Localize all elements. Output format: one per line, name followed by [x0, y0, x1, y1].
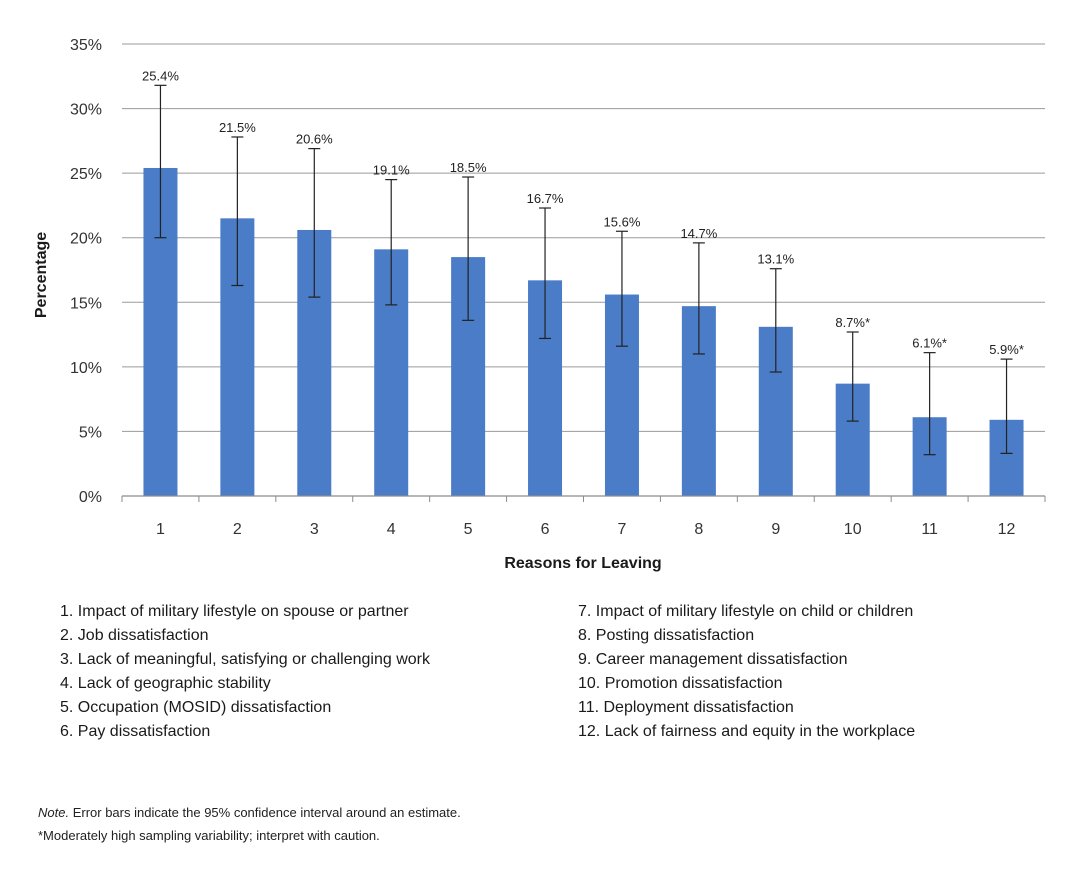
data-label-11: 6.1%* — [912, 336, 947, 351]
data-label-8: 14.7% — [680, 226, 717, 241]
gridlines — [122, 43, 1045, 432]
legend-item: 12. Lack of fairness and equity in the w… — [578, 723, 916, 740]
error-bar-7 — [615, 230, 628, 347]
legend-item: 11. Deployment dissatisfaction — [578, 699, 794, 716]
x-tick-label-10: 10 — [844, 521, 862, 538]
y-axis-ticks: 0% 5% 10% 15% 20% 25% 30% 35% — [70, 37, 102, 506]
data-label-9: 13.1% — [757, 252, 794, 267]
error-bar-2 — [231, 136, 244, 287]
data-label-10: 8.7%* — [835, 315, 870, 330]
data-labels: 25.4% 21.5% 20.6% 19.1% 18.5% 16.7% 15.6% 14.7%… — [142, 68, 1024, 357]
legend-left-column: 1. Impact of military lifestyle on spous… — [60, 600, 430, 744]
legend-item: 6. Pay dissatisfaction — [60, 723, 211, 740]
y-tick-label-5: 5% — [79, 424, 102, 441]
bar-chart: 0%5%10%15%20%25%30%35% 25.4%21.5%20.6%19… — [33, 37, 1046, 572]
x-tick-label-5: 5 — [464, 521, 473, 538]
x-tick-label-7: 7 — [618, 521, 627, 538]
error-bar-4 — [385, 179, 398, 306]
error-bar-5 — [462, 176, 475, 321]
note-text: Error bars indicate the 95% confidence i… — [69, 805, 461, 820]
x-tick-label-8: 8 — [694, 521, 703, 538]
legend-item: 1. Impact of military lifestyle on spous… — [60, 603, 409, 620]
error-bar-12 — [1000, 358, 1013, 454]
y-axis-title: Percentage — [33, 232, 50, 318]
data-label-5: 18.5% — [450, 160, 487, 175]
legend-right-column: 7. Impact of military lifestyle on child… — [578, 600, 915, 744]
legend-item: 9. Career management dissatisfaction — [578, 651, 848, 668]
error-bar-11 — [923, 352, 936, 456]
x-axis-title: Reasons for Leaving — [504, 555, 661, 572]
error-bar-6 — [539, 207, 552, 340]
x-tick-label-2: 2 — [233, 521, 242, 538]
data-label-4: 19.1% — [373, 163, 410, 178]
y-tick-label-15: 15% — [70, 295, 102, 312]
y-tick-label-35: 35% — [70, 37, 102, 54]
legend-item: 8. Posting dissatisfaction — [578, 627, 755, 644]
error-bar-1 — [154, 84, 167, 239]
x-tick-label-4: 4 — [387, 521, 396, 538]
data-label-1: 25.4% — [142, 68, 179, 83]
y-tick-label-20: 20% — [70, 231, 102, 248]
x-tick-label-3: 3 — [310, 521, 319, 538]
legend-item: 3. Lack of meaningful, satisfying or cha… — [60, 651, 430, 668]
error-bar-8 — [692, 242, 705, 355]
legend-item: 7. Impact of military lifestyle on child… — [578, 603, 914, 620]
legend-item: 5. Occupation (MOSID) dissatisfaction — [60, 699, 332, 716]
y-tick-label-0: 0% — [79, 489, 102, 506]
note-label: Note. — [38, 805, 70, 820]
x-tick-label-1: 1 — [156, 521, 165, 538]
x-axis-ticks: 1 2 3 4 5 6 7 8 9 10 11 12 — [121, 496, 1046, 538]
y-tick-label-30: 30% — [70, 102, 102, 119]
y-tick-label-10: 10% — [70, 360, 102, 377]
x-tick-label-9: 9 — [771, 521, 780, 538]
data-label-2: 21.5% — [219, 120, 256, 135]
data-label-12: 5.9%* — [989, 342, 1024, 357]
chart-note: Note. Error bars indicate the 95% confid… — [38, 805, 461, 820]
legend-item: 2. Job dissatisfaction — [60, 627, 209, 644]
y-tick-label-25: 25% — [70, 166, 102, 183]
data-label-6: 16.7% — [527, 191, 564, 206]
caution-note: *Moderately high sampling variability; i… — [38, 828, 380, 843]
legend-item: 10. Promotion dissatisfaction — [578, 675, 783, 692]
x-tick-label-11: 11 — [921, 521, 938, 538]
error-bars — [154, 84, 1013, 456]
error-bar-9 — [769, 268, 782, 373]
error-bar-3 — [308, 148, 321, 298]
data-label-3: 20.6% — [296, 132, 333, 147]
legend-item: 4. Lack of geographic stability — [60, 675, 271, 692]
x-tick-label-12: 12 — [998, 521, 1016, 538]
x-tick-label-6: 6 — [541, 521, 550, 538]
error-bar-10 — [846, 331, 859, 422]
data-label-7: 15.6% — [604, 214, 641, 229]
bars — [143, 167, 1024, 497]
